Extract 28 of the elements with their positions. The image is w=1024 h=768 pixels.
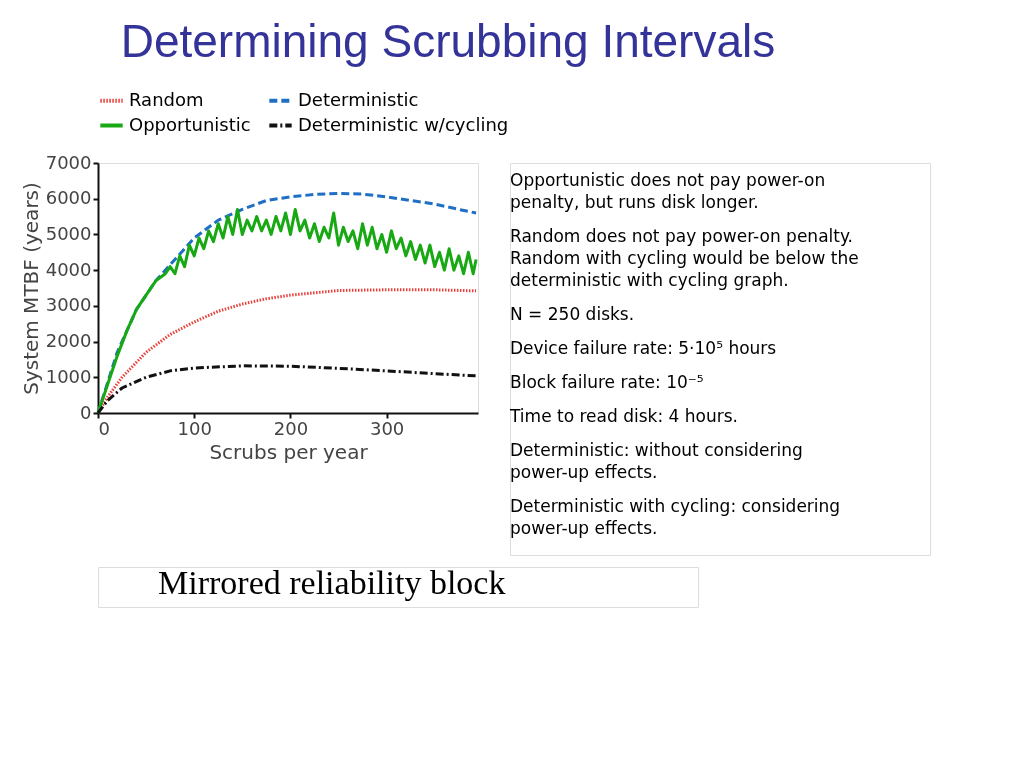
text: Opportunistic does not pay power-on penalty, but runs disk longer. <box>510 170 826 212</box>
x-tick-label: 0 <box>98 417 110 439</box>
y-tick-label: 0 <box>80 401 92 423</box>
text: Device failure rate: 5·10⁵ hours <box>510 338 777 358</box>
text: Block failure rate: 10⁻⁵ <box>510 372 704 392</box>
legend-label: Deterministic <box>298 88 419 110</box>
x-tick-label: 200 <box>273 417 309 439</box>
text: Time to read disk: 4 hours. <box>509 406 738 426</box>
legend-label: Deterministic w/cycling <box>298 113 509 135</box>
text: Deterministic: without considering power-up effects. <box>510 440 803 482</box>
x-axis-title: Scrubs per year <box>209 439 369 464</box>
y-tick-label: 5000 <box>45 222 92 244</box>
y-tick-label: 4000 <box>45 258 92 280</box>
text: Mirrored reliability block <box>158 564 506 601</box>
y-axis-title: System MTBF (years) <box>18 182 43 395</box>
y-tick-label: 6000 <box>45 187 92 209</box>
y-tick-label: 2000 <box>45 330 92 352</box>
chart-title: Determining Scrubbing Intervals <box>120 15 776 67</box>
y-tick-label: 3000 <box>45 294 92 316</box>
x-tick-label: 300 <box>369 417 405 439</box>
text: N = 250 disks. <box>510 304 635 324</box>
text: Random does not pay power-on penalty. Random with cycling would be below the deterministic with cycling graph. <box>510 226 859 290</box>
legend-label: Opportunistic <box>129 113 251 135</box>
x-tick-label: 100 <box>177 417 212 439</box>
legend-label: Random <box>129 88 204 110</box>
y-tick-label: 1000 <box>45 365 92 387</box>
text: Deterministic with cycling: considering power-up effects. <box>510 496 841 538</box>
y-tick-label: 7000 <box>45 151 92 173</box>
